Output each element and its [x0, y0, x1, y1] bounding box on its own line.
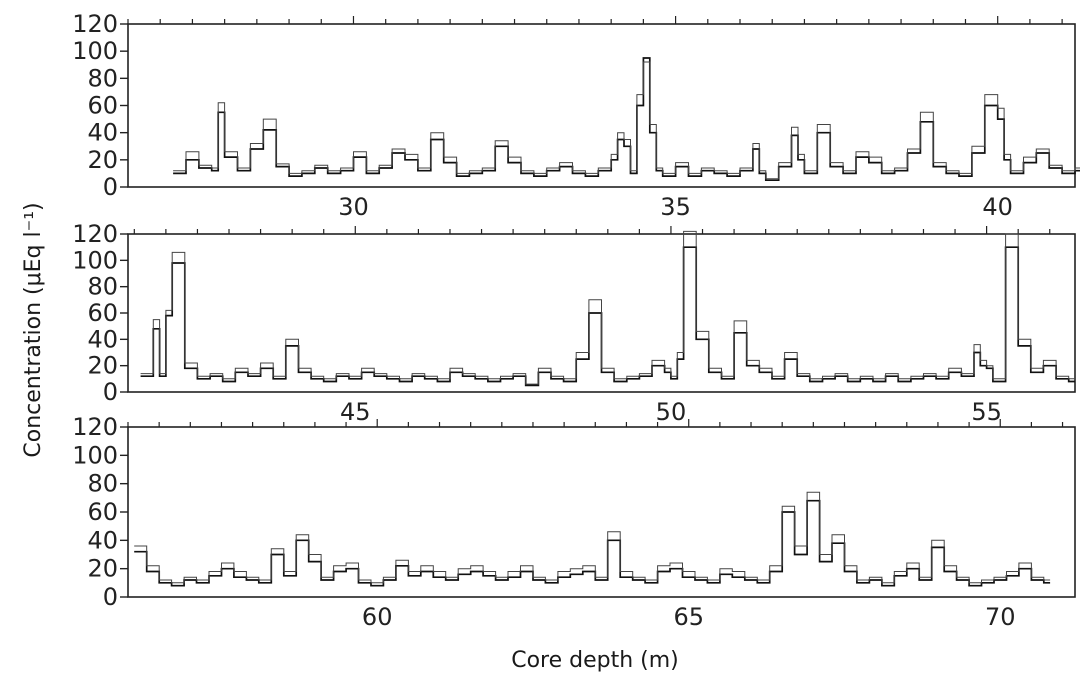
- y-tick-label: 120: [72, 220, 118, 248]
- panel-frame: [127, 426, 1076, 598]
- y-tick-label: 20: [87, 555, 118, 583]
- y-tick-label: 100: [72, 246, 118, 274]
- x-tick-label: 30: [338, 193, 369, 221]
- y-tick-label: 20: [87, 146, 118, 174]
- x-tick-label: 70: [985, 603, 1016, 631]
- x-tick-label: 35: [660, 193, 691, 221]
- x-tick-label: 55: [971, 398, 1002, 426]
- y-tick-label: 80: [87, 273, 118, 301]
- y-tick-label: 120: [72, 413, 118, 441]
- concentration-series-1-line: [173, 57, 1080, 182]
- x-tick-label: 40: [982, 193, 1013, 221]
- y-tick-label: 60: [87, 498, 118, 526]
- y-axis-title: Concentration (μEq l⁻¹): [21, 202, 46, 457]
- x-axis-title: Core depth (m): [511, 648, 679, 673]
- x-tick-label: 50: [656, 398, 687, 426]
- y-tick-label: 40: [87, 526, 118, 554]
- y-tick-label: 40: [87, 325, 118, 353]
- y-tick-label: 0: [103, 583, 118, 611]
- concentration-series-1-line: [140, 246, 1075, 387]
- y-tick-label: 40: [87, 119, 118, 147]
- y-tick-label: 0: [103, 173, 118, 201]
- y-tick-label: 120: [72, 10, 118, 38]
- concentration-series-2-line: [173, 61, 1080, 180]
- x-tick-label: 45: [340, 398, 371, 426]
- x-tick-label: 60: [362, 603, 393, 631]
- concentration-series-2-line: [134, 491, 1051, 584]
- y-tick-label: 80: [87, 470, 118, 498]
- y-tick-label: 80: [87, 64, 118, 92]
- y-tick-label: 20: [87, 352, 118, 380]
- x-tick-label: 65: [673, 603, 704, 631]
- y-tick-label: 100: [72, 37, 118, 65]
- y-tick-label: 100: [72, 441, 118, 469]
- y-tick-label: 0: [103, 378, 118, 406]
- y-tick-label: 60: [87, 92, 118, 120]
- concentration-series-2-line: [140, 230, 1075, 385]
- y-tick-label: 60: [87, 299, 118, 327]
